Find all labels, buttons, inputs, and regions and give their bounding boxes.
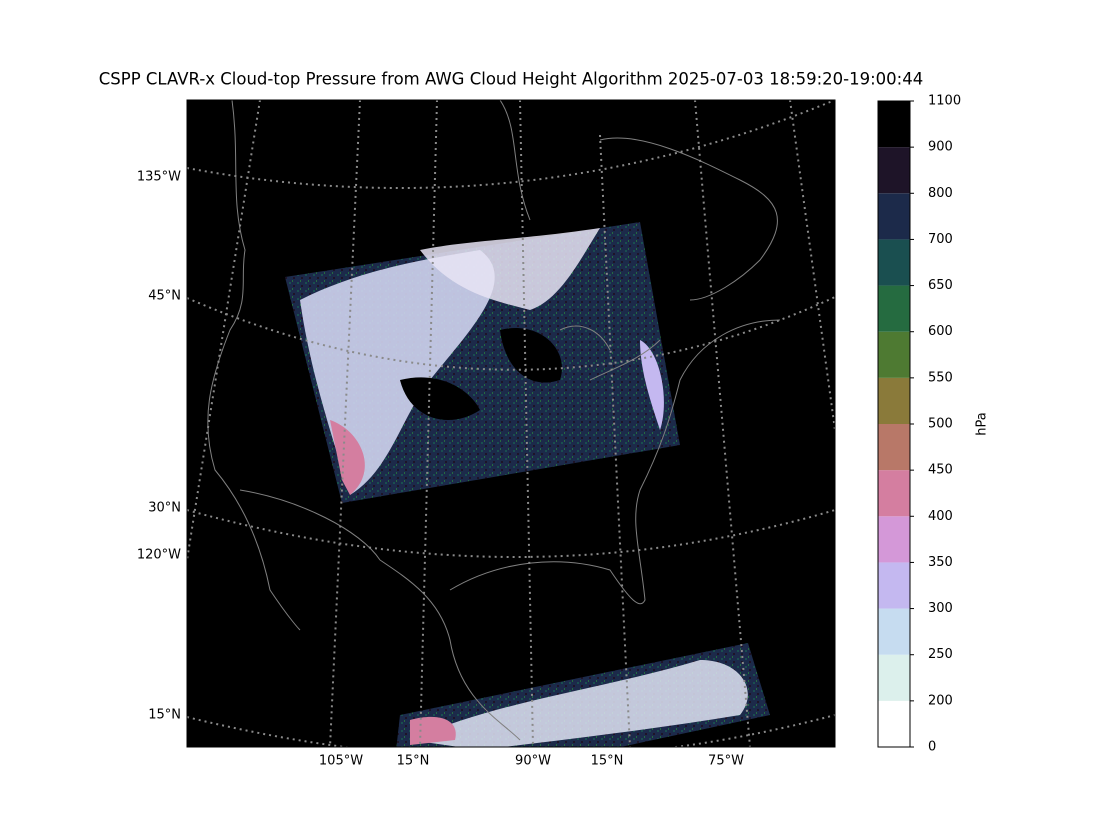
colorbar-tick-label: 350 bbox=[928, 555, 953, 570]
colorbar-segment bbox=[878, 147, 910, 194]
graticule bbox=[187, 100, 835, 747]
lat-lon-label: 30°N bbox=[148, 501, 181, 516]
colorbar-segment bbox=[878, 700, 910, 747]
colorbar-segment bbox=[878, 101, 910, 148]
colorbar-tick-label: 650 bbox=[928, 278, 953, 293]
cloud-patch bbox=[640, 340, 664, 430]
coastline bbox=[207, 100, 301, 631]
colorbar-tick-label: 700 bbox=[928, 232, 953, 247]
colorbar-segment bbox=[878, 516, 910, 563]
lake-shore bbox=[559, 325, 661, 381]
colorbar-segment bbox=[878, 239, 910, 286]
map bbox=[187, 100, 835, 747]
colorbar-segment bbox=[878, 193, 910, 240]
colorbar-label: hPa bbox=[975, 412, 990, 435]
parallel bbox=[187, 509, 835, 558]
coastline bbox=[499, 100, 778, 301]
coastline bbox=[449, 319, 781, 605]
meridian bbox=[789, 100, 835, 431]
lat-lon-label: 120°W bbox=[137, 548, 181, 563]
cloud-swath-south bbox=[396, 643, 770, 747]
colorbar-tick-label: 0 bbox=[928, 740, 936, 755]
lat-lon-label: 135°W bbox=[137, 170, 181, 185]
coastlines bbox=[207, 100, 781, 741]
colorbar-segment bbox=[878, 654, 910, 701]
colorbar-segment bbox=[878, 285, 910, 332]
colorbar-tick-label: 300 bbox=[928, 601, 953, 616]
map-frame bbox=[186, 99, 836, 748]
colorbar-tick-label: 450 bbox=[928, 463, 953, 478]
cloud-patch bbox=[420, 228, 600, 310]
colorbar-segment bbox=[878, 470, 910, 517]
colorbar-segment bbox=[878, 608, 910, 655]
meridian bbox=[599, 134, 631, 747]
colorbar bbox=[878, 101, 910, 747]
meridian bbox=[694, 100, 751, 747]
clear-patch bbox=[400, 377, 480, 420]
lat-lon-label: 15°N bbox=[148, 708, 181, 723]
lat-lon-label: 75°W bbox=[708, 754, 744, 769]
colorbar-tick-label: 550 bbox=[928, 370, 953, 385]
colorbar-tick-label: 800 bbox=[928, 186, 953, 201]
cloud-swath-north bbox=[285, 222, 680, 503]
colorbar-tick-label: 600 bbox=[928, 324, 953, 339]
colorbar-tick-label: 1100 bbox=[928, 94, 961, 109]
lat-lon-label: 15°N bbox=[397, 754, 430, 769]
colorbar-segment bbox=[878, 562, 910, 609]
title: CSPP CLAVR-x Cloud-top Pressure from AWG… bbox=[99, 70, 923, 89]
colorbar-tick-label: 500 bbox=[928, 417, 953, 432]
coastline bbox=[239, 489, 521, 741]
cloud-patch bbox=[330, 420, 365, 495]
colorbar-tick-label: 400 bbox=[928, 509, 953, 524]
clear-patch bbox=[500, 328, 562, 383]
lat-lon-label: 105°W bbox=[319, 754, 363, 769]
lat-lon-label: 90°W bbox=[515, 754, 551, 769]
colorbar-segment bbox=[878, 424, 910, 471]
colorbar-tick-label: 900 bbox=[928, 140, 953, 155]
lat-lon-label: 45°N bbox=[148, 289, 181, 304]
colorbar-segment bbox=[878, 331, 910, 378]
parallel bbox=[187, 100, 835, 189]
lat-lon-label: 15°N bbox=[591, 754, 624, 769]
colorbar-segment bbox=[878, 377, 910, 424]
cloud-patch bbox=[410, 660, 748, 747]
colorbar-tick-label: 250 bbox=[928, 647, 953, 662]
colorbar-tick-label: 200 bbox=[928, 693, 953, 708]
